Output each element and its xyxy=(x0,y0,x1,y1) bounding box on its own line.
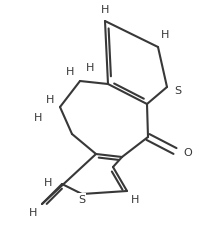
Text: H: H xyxy=(86,63,94,73)
Text: O: O xyxy=(183,147,192,157)
Text: H: H xyxy=(34,112,42,123)
Text: H: H xyxy=(131,194,139,204)
Text: H: H xyxy=(161,30,169,40)
Text: H: H xyxy=(46,95,54,105)
Text: S: S xyxy=(174,86,181,95)
Text: H: H xyxy=(66,67,74,77)
Text: H: H xyxy=(29,207,37,217)
Text: H: H xyxy=(101,5,109,15)
Text: H: H xyxy=(44,177,52,187)
Text: S: S xyxy=(78,194,85,204)
